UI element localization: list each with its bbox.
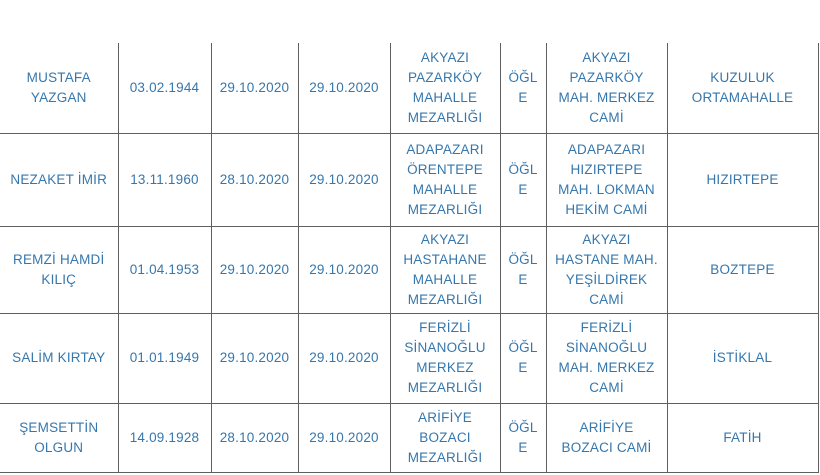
cell-cemetery: ARİFİYE BOZACI MEZARLIĞI (389, 402, 501, 473)
cell-deceased-name: NEZAKET İMİR (0, 132, 119, 227)
cell-burial-date: 29.10.2020 (297, 43, 391, 134)
cell-mosque: ADAPAZARI HIZIRTEPE MAH. LOKMAN HEKİM CA… (545, 132, 668, 227)
table-row: SALİM KIRTAY 01.01.1949 29.10.2020 29.10… (0, 312, 819, 404)
cell-mosque: ARİFİYE BOZACI CAMİ (545, 402, 668, 473)
cell-birth-date: 13.11.1960 (117, 132, 212, 227)
cell-neighborhood: KUZULUK ORTAMAHALLE (666, 43, 819, 134)
cell-birth-date: 01.01.1949 (117, 312, 212, 404)
funeral-announcements-table-wrap: MUSTAFA YAZGAN 03.02.1944 29.10.2020 29.… (0, 43, 819, 473)
cell-deceased-name: MUSTAFA YAZGAN (0, 43, 119, 134)
cell-mosque: FERİZLİ SİNANOĞLU MAH. MERKEZ CAMİ (545, 312, 668, 404)
table-row: REMZİ HAMDİ KILIÇ 01.04.1953 29.10.2020 … (0, 225, 819, 314)
cell-burial-date: 29.10.2020 (297, 225, 391, 314)
cell-death-date: 28.10.2020 (210, 132, 299, 227)
cell-prayer-time: ÖĞLE (499, 402, 547, 473)
cell-cemetery: AKYAZI PAZARKÖY MAHALLE MEZARLIĞI (389, 43, 501, 134)
cell-birth-date: 01.04.1953 (117, 225, 212, 314)
cell-mosque: AKYAZI PAZARKÖY MAH. MERKEZ CAMİ (545, 43, 668, 134)
table-row: ŞEMSETTİN OLGUN 14.09.1928 28.10.2020 29… (0, 402, 819, 473)
cell-burial-date: 29.10.2020 (297, 132, 391, 227)
table-row: NEZAKET İMİR 13.11.1960 28.10.2020 29.10… (0, 132, 819, 227)
cell-death-date: 29.10.2020 (210, 312, 299, 404)
cell-death-date: 28.10.2020 (210, 402, 299, 473)
cell-prayer-time: ÖĞLE (499, 225, 547, 314)
cell-neighborhood: BOZTEPE (666, 225, 819, 314)
cell-deceased-name: REMZİ HAMDİ KILIÇ (0, 225, 119, 314)
cell-neighborhood: İSTİKLAL (666, 312, 819, 404)
cell-birth-date: 14.09.1928 (117, 402, 212, 473)
cell-prayer-time: ÖĞLE (499, 132, 547, 227)
cell-cemetery: AKYAZI HASTAHANE MAHALLE MEZARLIĞI (389, 225, 501, 314)
cell-deceased-name: SALİM KIRTAY (0, 312, 119, 404)
table-row: MUSTAFA YAZGAN 03.02.1944 29.10.2020 29.… (0, 43, 819, 134)
cell-neighborhood: FATİH (666, 402, 819, 473)
cell-cemetery: ADAPAZARI ÖRENTEPE MAHALLE MEZARLIĞI (389, 132, 501, 227)
cell-cemetery: FERİZLİ SİNANOĞLU MERKEZ MEZARLIĞI (389, 312, 501, 404)
cell-neighborhood: HIZIRTEPE (666, 132, 819, 227)
funeral-announcements-table: MUSTAFA YAZGAN 03.02.1944 29.10.2020 29.… (0, 43, 819, 473)
cell-deceased-name: ŞEMSETTİN OLGUN (0, 402, 119, 473)
cell-prayer-time: ÖĞLE (499, 43, 547, 134)
cell-birth-date: 03.02.1944 (117, 43, 212, 134)
cell-death-date: 29.10.2020 (210, 225, 299, 314)
cell-burial-date: 29.10.2020 (297, 312, 391, 404)
cell-death-date: 29.10.2020 (210, 43, 299, 134)
cell-burial-date: 29.10.2020 (297, 402, 391, 473)
cell-mosque: AKYAZI HASTANE MAH. YEŞİLDİREK CAMİ (545, 225, 668, 314)
cell-prayer-time: ÖĞLE (499, 312, 547, 404)
